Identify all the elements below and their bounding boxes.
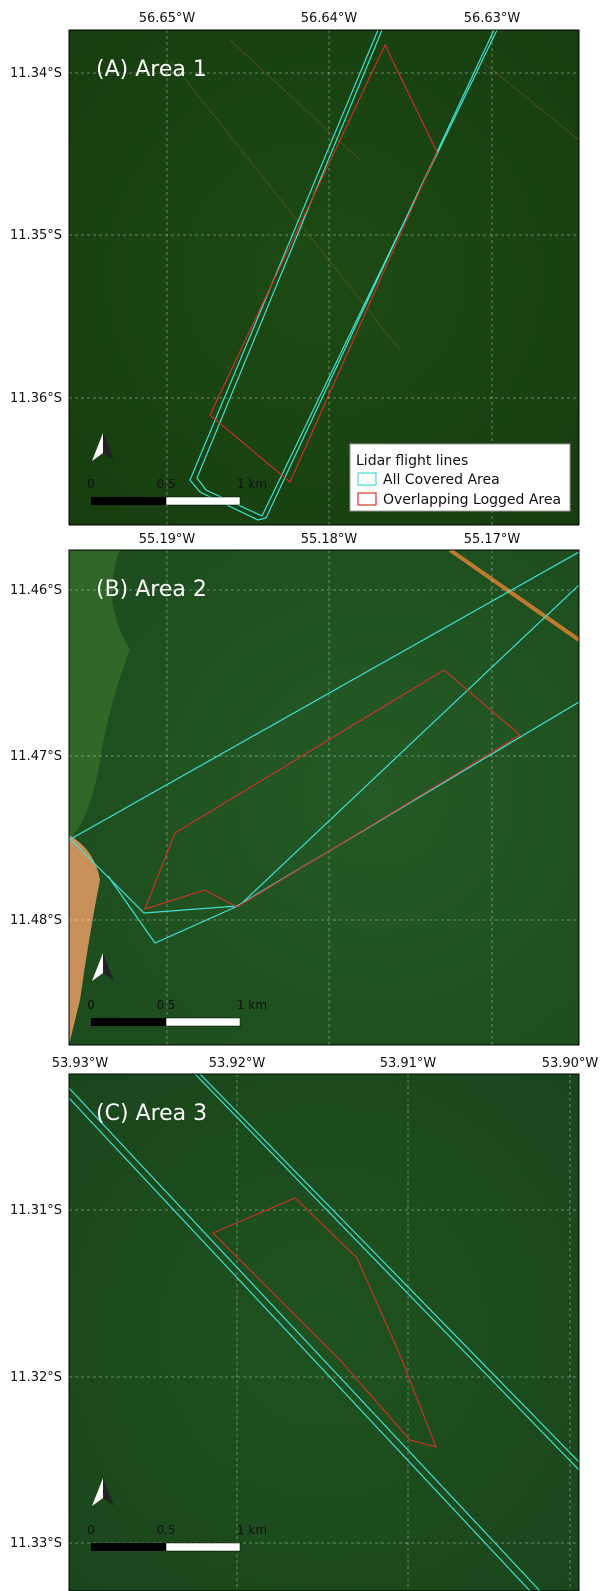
scale-label: 0.5 [156, 1523, 175, 1537]
x-tick-label: 55.18°W [301, 532, 358, 547]
panel-title: (C) Area 3 [96, 1101, 207, 1126]
map-c [69, 1074, 579, 1591]
scale-label: 1 km [237, 1523, 267, 1537]
x-tick-label: 53.90°W [542, 1056, 599, 1071]
panel-title: (A) Area 1 [96, 57, 207, 82]
x-tick-label: 53.92°W [209, 1056, 266, 1071]
scale-label: 0 [87, 998, 95, 1012]
y-tick-label: 11.31°S [10, 1203, 62, 1218]
panel-title: (B) Area 2 [96, 577, 207, 602]
y-tick-label: 11.33°S [10, 1536, 62, 1551]
page: 56.65°W 56.64°W 56.63°W 11.34°S 11.35°S … [0, 0, 603, 1591]
x-tick-label: 55.19°W [139, 532, 196, 547]
x-tick-label: 53.93°W [52, 1056, 109, 1071]
scale-label: 1 km [237, 477, 267, 491]
legend: Lidar flight lines All Covered Area Over… [350, 444, 570, 511]
scale-label: 0 [87, 477, 95, 491]
map-b [69, 550, 579, 1045]
y-tick-label: 11.34°S [10, 66, 62, 81]
y-tick-label: 11.47°S [10, 749, 62, 764]
x-tick-label: 53.91°W [380, 1056, 437, 1071]
y-tick-label: 11.46°S [10, 583, 62, 598]
y-tick-label: 11.32°S [10, 1370, 62, 1385]
x-tick-label: 56.65°W [139, 11, 196, 26]
x-tick-label: 55.17°W [464, 532, 521, 547]
scale-label: 0 [87, 1523, 95, 1537]
y-tick-label: 11.48°S [10, 913, 62, 928]
scale-label: 0.5 [156, 477, 175, 491]
legend-title: Lidar flight lines [356, 453, 468, 469]
figure: 56.65°W 56.64°W 56.63°W 11.34°S 11.35°S … [0, 0, 603, 1591]
y-tick-label: 11.36°S [10, 391, 62, 406]
scale-label: 0.5 [156, 998, 175, 1012]
legend-item: All Covered Area [383, 472, 500, 488]
y-tick-label: 11.35°S [10, 228, 62, 243]
x-tick-label: 56.63°W [464, 11, 521, 26]
x-tick-label: 56.64°W [301, 11, 358, 26]
legend-item: Overlapping Logged Area [383, 492, 561, 508]
scale-label: 1 km [237, 998, 267, 1012]
